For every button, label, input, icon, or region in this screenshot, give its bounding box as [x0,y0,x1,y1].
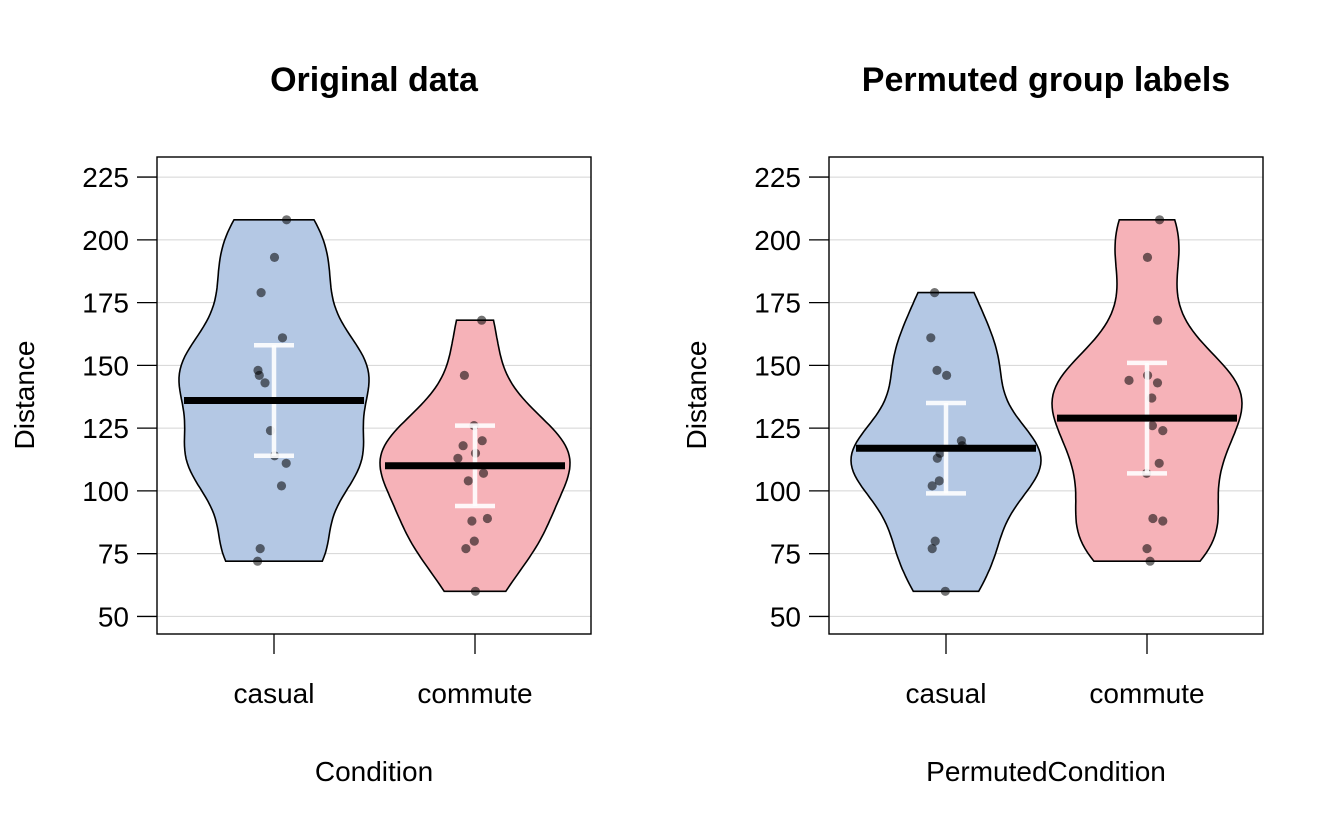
data-point-casual [255,544,265,554]
data-point-commute [477,436,487,446]
data-point-commute [1142,252,1153,262]
y-tick-label-150: 150 [754,350,801,381]
data-point-commute [1148,513,1158,524]
data-point-commute [1124,375,1134,385]
data-point-commute [453,453,463,463]
x-axis-label: Condition [315,756,433,787]
data-point-commute [467,516,477,526]
data-point-casual [254,370,264,380]
data-point-casual [934,476,944,486]
data-point-commute [482,513,492,524]
panel-title: Original data [270,61,479,99]
x-tick-label-commute: commute [417,678,532,709]
data-point-casual [276,481,287,491]
panel-permuted-group-labels: Permuted group labels PermutedCondition … [681,61,1264,787]
data-point-commute [1158,426,1168,436]
data-point-commute [470,586,480,596]
data-point-casual [277,333,288,343]
data-point-commute [459,370,469,380]
y-tick-label-50: 50 [770,601,801,632]
data-point-casual [926,333,936,343]
y-tick-label-225: 225 [82,162,129,193]
y-tick-label-175: 175 [754,288,801,319]
y-tick-label-100: 100 [754,476,801,507]
data-point-casual [932,453,942,463]
x-axis-label: PermutedCondition [926,756,1166,787]
data-point-casual [256,288,266,298]
y-tick-label-200: 200 [754,225,801,256]
data-point-casual [282,215,292,225]
data-point-commute [463,476,473,486]
y-axis-label: Distance [9,341,40,450]
data-point-casual [253,556,263,566]
data-point-commute [469,536,479,546]
data-point-commute [1153,315,1163,325]
plot-frame [156,156,592,635]
data-point-commute [1147,421,1157,431]
data-point-commute [1147,393,1157,403]
y-tick-label-150: 150 [82,350,129,381]
data-point-casual [927,544,937,554]
data-point-casual [269,252,280,262]
data-point-casual [930,536,940,546]
x-tick-label-casual: casual [906,678,987,709]
data-point-commute [1154,458,1164,468]
data-point-casual [260,378,270,388]
data-point-casual [930,288,940,298]
data-point-casual [281,458,291,468]
data-point-commute [1145,556,1155,566]
x-tick-label-commute: commute [1089,678,1204,709]
plot-frame [828,156,1264,635]
x-tick-label-casual: casual [234,678,315,709]
y-tick-label-100: 100 [82,476,129,507]
y-tick-label-175: 175 [82,288,129,319]
data-point-commute [461,544,471,554]
data-point-casual [942,370,952,380]
y-tick-label-200: 200 [82,225,129,256]
data-point-commute [458,441,468,451]
data-point-commute [478,468,489,478]
y-tick-label-75: 75 [770,539,801,570]
y-tick-label-225: 225 [754,162,801,193]
data-point-casual [927,481,937,491]
data-point-commute [477,315,487,325]
y-tick-label-125: 125 [754,413,801,444]
data-point-casual [932,365,942,375]
data-point-commute [1158,516,1168,526]
panel-title: Permuted group labels [862,61,1230,99]
y-tick-label-75: 75 [98,539,129,570]
data-point-commute [1152,378,1163,388]
y-tick-label-50: 50 [98,601,129,632]
data-point-commute [1155,215,1165,225]
data-point-casual [940,586,950,596]
panel-original-data: Original data Condition Distance casual … [9,61,592,787]
y-axis-label: Distance [681,341,712,450]
data-point-commute [1142,544,1152,554]
y-tick-label-125: 125 [82,413,129,444]
